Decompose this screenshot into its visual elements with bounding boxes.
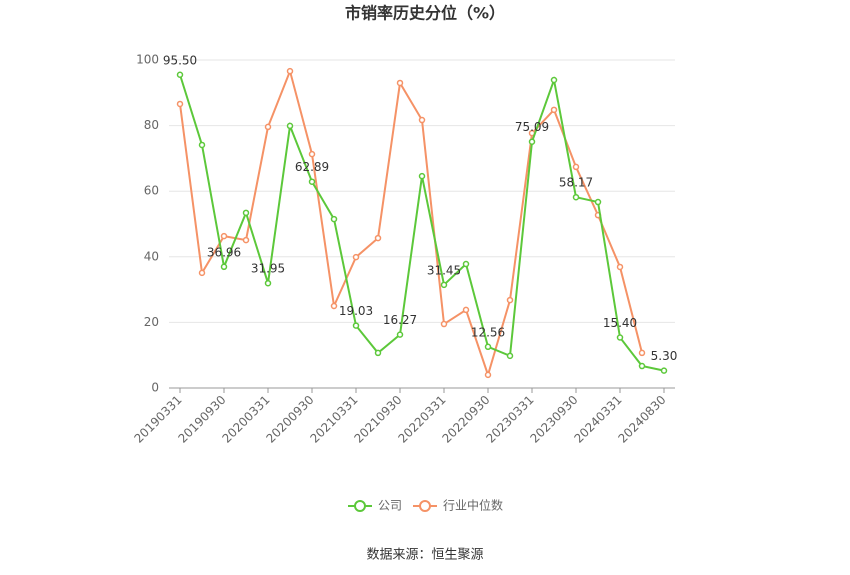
data-point [550,106,558,114]
y-tick-label: 0 [151,381,159,395]
data-point [440,281,448,289]
data-point [242,236,250,244]
data-label: 62.89 [295,160,329,174]
data-point [374,349,382,357]
data-point [330,302,338,310]
data-point [550,76,558,84]
data-point [528,138,536,145]
data-point [374,234,382,242]
data-point [396,79,404,87]
data-point [440,320,448,328]
data-point [572,163,580,171]
data-point [198,141,206,149]
data-point [308,178,316,185]
data-point [352,322,360,329]
x-tick-label: 20240830 [616,393,669,446]
data-point [418,172,426,180]
legend-label: 行业中位数 [443,498,503,513]
data-point [396,331,404,338]
y-tick-label: 100 [136,53,159,67]
data-label: 16.27 [383,313,417,327]
data-point [572,193,580,201]
chart-title: 市销率历史分位（%） [345,4,505,23]
data-point [176,100,184,108]
legend-swatch [354,500,366,512]
data-label: 19.03 [339,304,373,318]
data-point [308,150,316,158]
data-point [264,123,272,131]
data-point [484,343,492,351]
data-point [462,260,470,268]
data-label: 58.17 [559,176,593,190]
y-tick-label: 60 [144,184,159,198]
data-point [660,367,668,374]
legend-swatch [419,500,431,512]
data-point [220,232,228,240]
data-label: 95.50 [163,53,197,67]
data-point [242,209,250,217]
data-point [220,263,228,271]
data-point [462,306,470,314]
data-point [286,122,294,130]
data-point [418,116,426,124]
data-point [352,253,360,261]
data-point [638,362,646,370]
data-label: 5.30 [651,349,678,363]
data-point [506,296,514,304]
data-point [616,263,624,271]
data-point [330,215,338,223]
data-label: 31.45 [427,263,461,277]
data-label: 15.40 [603,316,637,330]
source-note: 数据来源：恒生聚源 [366,548,483,563]
data-point [176,71,184,79]
data-point [638,349,646,357]
data-point [264,279,272,287]
y-tick-label: 20 [144,315,159,329]
y-tick-label: 40 [144,249,159,263]
data-point [616,334,624,341]
data-label: 31.95 [251,262,285,276]
data-point [594,198,602,206]
data-label: 36.96 [207,245,241,259]
data-point [286,67,294,75]
data-point [484,371,492,379]
data-point [506,352,514,360]
legend-label: 公司 [378,499,402,513]
data-label: 75.09 [515,120,549,134]
data-label: 12.56 [471,325,505,339]
y-tick-label: 80 [144,118,159,132]
data-point [198,269,206,277]
